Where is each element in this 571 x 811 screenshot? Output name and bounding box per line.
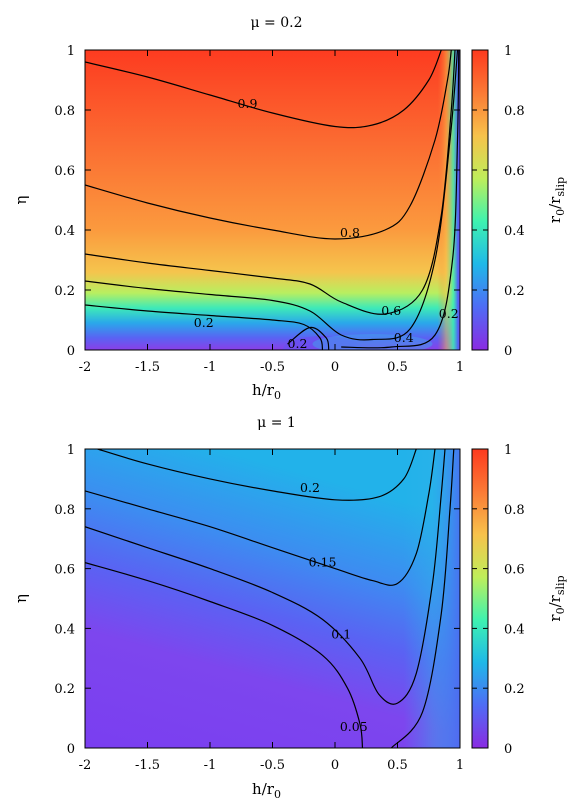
x-tick-label: -2 <box>79 758 92 773</box>
contour-lines <box>85 50 460 350</box>
contour-line-0-15 <box>85 449 436 586</box>
colorbar: 0 0.2 0.4 0.6 0.8 1 r0/rslip <box>471 44 567 359</box>
y-tick-label: 0.8 <box>54 503 75 518</box>
panel-mu-0-2: 0.90.80.60.40.20.20.2-2 -1.5 -1 -0.5 0 0.5 100… <box>12 15 567 402</box>
colorbar-tick-label: 0 <box>504 344 512 359</box>
y-tick-label: 1 <box>67 443 75 458</box>
contour-label: 0.15 <box>309 555 337 570</box>
contour-line-0-1 <box>85 449 446 705</box>
x-tick-label: 0.5 <box>387 360 408 375</box>
y-axis-label: η <box>12 196 30 205</box>
x-tick-label: 1 <box>456 360 464 375</box>
contour-line-0-2 <box>97 449 417 501</box>
heatmap-field <box>85 449 460 748</box>
contour-label: 0.4 <box>394 330 414 345</box>
y-tick-label: 0.6 <box>54 563 75 578</box>
x-tick-label: -1 <box>204 360 217 375</box>
x-tick-label: -0.5 <box>260 758 285 773</box>
colorbar-tick-label: 1 <box>504 44 512 59</box>
y-tick-label: 0.2 <box>54 284 75 299</box>
contour-label: 0.8 <box>340 225 360 240</box>
contour-line-0-05 <box>85 562 364 748</box>
colorbar-tick-label: 0.6 <box>504 563 525 578</box>
colorbar-tick-label: 0.4 <box>504 622 525 637</box>
x-tick-label: 0 <box>331 360 339 375</box>
y-tick-label: 0.4 <box>54 224 75 239</box>
contour-label: 0.6 <box>381 303 401 318</box>
x-axis-label: h/r0 <box>252 780 281 801</box>
colorbar: 0 0.2 0.4 0.6 0.8 1 r0/rslip <box>471 443 567 757</box>
chart-title: μ = 1 <box>257 415 296 431</box>
contour-line-0-2 <box>341 50 460 349</box>
y-tick-label: 0.4 <box>54 622 75 637</box>
heatmap-field <box>85 50 460 350</box>
x-axis-label: h/r0 <box>252 381 281 402</box>
contour-line-0-9 <box>85 50 442 129</box>
contour-line-0-4 <box>85 50 459 341</box>
y-tick-label: 0 <box>67 344 75 359</box>
contour-line-0-2 <box>287 326 330 350</box>
colorbar-tick-label: 0.8 <box>504 503 525 518</box>
panel-mu-1: 0.2 0.15 0.1 0.05 -2 -1.5 -1 -0.5 0 0.5 1 0 0.2 0.4 0.… <box>12 415 567 801</box>
x-tick-label: 1 <box>456 758 464 773</box>
colorbar-tick-label: 0.2 <box>504 284 525 299</box>
contour-line-0-8 <box>85 50 452 240</box>
contour-label: 0.2 <box>288 336 308 351</box>
x-tick-label: 0.5 <box>387 758 408 773</box>
x-tick-label: -0.5 <box>260 360 285 375</box>
x-tick-label: -2 <box>79 360 92 375</box>
contour-label: 0.2 <box>300 480 320 495</box>
colorbar-tick-label: 0 <box>504 742 512 757</box>
x-tick-label: -1.5 <box>135 758 160 773</box>
colorbar-tick-label: 1 <box>504 443 512 458</box>
y-tick-label: 1 <box>67 44 75 59</box>
contour-lines <box>85 449 455 748</box>
contour-line-0-05 <box>390 449 455 748</box>
contour-line-0-2 <box>85 304 324 350</box>
x-tick-label: -1 <box>204 758 217 773</box>
x-tick-label: 0 <box>331 758 339 773</box>
chart-title: μ = 0.2 <box>251 15 303 31</box>
contour-label: 0.2 <box>439 306 459 321</box>
contour-label: 0.2 <box>194 315 214 330</box>
colorbar-tick-label: 0.6 <box>504 164 525 179</box>
colorbar-tick-label: 0.4 <box>504 224 525 239</box>
contour-label: 0.9 <box>238 96 258 111</box>
y-axis-label: η <box>12 594 30 603</box>
x-tick-label: -1.5 <box>135 360 160 375</box>
colorbar-tick-label: 0.2 <box>504 682 525 697</box>
contour-label: 0.1 <box>331 626 351 641</box>
contour-label: 0.05 <box>340 719 368 734</box>
colorbar-label: r0/rslip <box>546 575 567 621</box>
y-tick-label: 0.2 <box>54 682 75 697</box>
colorbar-tick-label: 0.8 <box>504 104 525 119</box>
y-tick-label: 0.8 <box>54 104 75 119</box>
colorbar-label: r0/rslip <box>546 177 567 223</box>
y-tick-label: 0 <box>67 742 75 757</box>
y-tick-label: 0.6 <box>54 164 75 179</box>
